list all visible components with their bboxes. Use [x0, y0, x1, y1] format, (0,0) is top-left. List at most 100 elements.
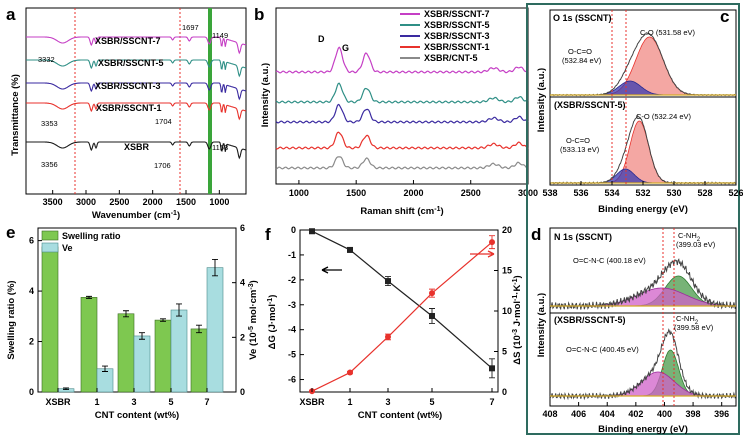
panel-a-xlabel: Wavenumber (cm-1): [92, 210, 180, 222]
error-bar: [86, 295, 92, 299]
ir-series-line: [26, 82, 247, 101]
panel-b-letter: b: [254, 5, 264, 24]
legend-label: XSBR/SSCNT-7: [424, 9, 490, 19]
y-tick-label: 2: [240, 332, 245, 342]
x-tick-label: 5: [429, 397, 434, 407]
ir-series-line: [26, 36, 247, 55]
delta-g-point: [429, 312, 435, 319]
n1s-peak-cnh2-bot-ev: (399.58 eV): [674, 323, 714, 332]
error-bar: [139, 332, 145, 340]
panel-d: d Intensity (a.u.) N 1s (SSCNT) (XSBR/SS…: [531, 225, 737, 435]
panel-d-xlabel: Binding energy (eV): [598, 424, 688, 435]
xps-component-peak: [550, 287, 737, 307]
raman-curves: [275, 46, 529, 170]
panel-d-ylabel: Intensity (a.u.): [536, 293, 547, 357]
bar-swelling-ratio: [190, 328, 208, 393]
x-tick-label: XSBR: [45, 397, 71, 407]
ir-band-marker: [208, 8, 212, 194]
error-bar: [196, 324, 202, 334]
x-tick-label: 528: [697, 188, 712, 198]
legend-label: Ve: [62, 243, 73, 253]
n1s-curves: [549, 258, 737, 401]
panel-a-ylabel: Transmittance (%): [10, 74, 21, 156]
o1s-title-bot: (XSBR/SSCNT-5): [554, 100, 626, 110]
panel-c-ylabel: Intensity (a.u.): [536, 68, 547, 132]
x-tick-label: 7: [489, 397, 494, 407]
peak-label: 1153: [212, 143, 228, 152]
y-tick-label: 0: [29, 387, 34, 397]
panel-a: a Transmittance (%) XSBR/SSCNT-7 XSBR/SS…: [6, 5, 247, 222]
xps-outer-frame: [526, 3, 740, 435]
o1s-peak-oco-bot: O-C=O: [566, 136, 590, 145]
delta-s-point: [489, 239, 495, 246]
bar-ve: [170, 309, 188, 393]
swelling-bars: [41, 243, 224, 393]
y-tick-label: 4: [29, 286, 34, 296]
ir-label-sscnt1: XSBR/SSCNT-1: [96, 103, 162, 113]
peak-label: 1697: [182, 23, 199, 32]
n1s-peak-cnh2-top-ev: (399.03 eV): [676, 240, 716, 249]
panel-f-frame: [299, 229, 499, 393]
x-tick-label: 532: [635, 188, 650, 198]
ir-label-xsbr: XSBR: [124, 142, 150, 152]
y-tick-label: 0: [240, 387, 245, 397]
ir-series-line: [26, 102, 247, 121]
x-tick-label: 538: [542, 188, 557, 198]
o1s-peak-oco-bot-ev: (533.13 eV): [560, 145, 600, 154]
panel-a-frame: [25, 7, 247, 195]
raman-band-d: D: [318, 34, 325, 44]
y-tick-label: 6: [240, 223, 245, 233]
delta-s-point: [385, 333, 391, 340]
x-tick-label: 404: [600, 409, 615, 419]
thermo-lines: [309, 228, 495, 395]
o1s-x-ticks: 538 536 534 532 530 528 526: [542, 181, 743, 198]
n1s-title-bot: (XSBR/SSCNT-5): [554, 315, 626, 325]
raman-series-line: [275, 103, 529, 124]
panel-e-ylabel: Swelling ratio (%): [6, 280, 17, 359]
x-tick-label: 396: [714, 409, 729, 419]
panel-c-letter: c: [720, 7, 729, 26]
raman-legend: XSBR/SSCNT-7XSBR/SSCNT-5XSBR/SSCNT-3XSBR…: [400, 9, 490, 63]
raman-band-g: G: [342, 43, 349, 53]
y-tick-label: -1: [288, 250, 296, 260]
panel-c: c Intensity (a.u.) O 1s (SSCNT) (XSBR/SS…: [526, 3, 743, 435]
panel-b-xlabel: Raman shift (cm-1): [360, 206, 443, 218]
x-tick-label: 7: [204, 397, 209, 407]
n1s-x-ticks: 408 406 404 402 400 398 396: [542, 402, 729, 419]
xps-component-peak: [550, 371, 736, 397]
y-tick-label: -5: [288, 350, 296, 360]
panel-e-legend: Swelling ratio Ve: [41, 230, 121, 253]
x-tick-label: 3: [385, 397, 390, 407]
x-tick-label: 5: [168, 397, 173, 407]
legend-label: XSBR/CNT-5: [424, 53, 478, 63]
x-tick-label: 3000: [76, 197, 96, 207]
panel-e: e Swelling ratio (%) Ve (10-5 mol·cm-3) …: [6, 223, 259, 421]
raman-series-line: [275, 131, 529, 150]
delta-g-line: [311, 230, 493, 369]
ir-x-ticks: 3500 3000 2500 2000 1500 1000: [43, 190, 229, 207]
x-tick-label: 2500: [461, 188, 481, 198]
panel-b: b Intensity (a.u.) D G XSBR/SSCNT-7XSBR/…: [254, 5, 538, 217]
panel-f-axes: 0 -1 -2 -3 -4 -5 -6 0 5 10 15 20 XSBR 1 3 5 7: [288, 225, 512, 407]
panel-f: f ΔG (J·mol-1) ΔS (10-3 J·mol-1·K-1) 0 -1…: [265, 225, 523, 421]
delta-s-point: [429, 290, 435, 297]
panel-f-ylabel: ΔG (J·mol-1): [267, 295, 279, 350]
x-tick-label: XSBR: [299, 397, 325, 407]
panel-f-xlabel: CNT content (wt%): [358, 410, 442, 421]
xps-component-peak: [550, 36, 736, 96]
legend-swatch-ve: [41, 242, 59, 253]
bar-swelling-ratio: [154, 319, 172, 393]
x-tick-label: 398: [686, 409, 701, 419]
error-bar: [123, 310, 129, 318]
n1s-peak-cnh2-bot: C-NH2: [676, 314, 699, 326]
x-tick-label: 1500: [176, 197, 196, 207]
y-tick-label: 5: [502, 347, 507, 357]
x-tick-label: 408: [542, 409, 557, 419]
x-tick-label: 1000: [289, 188, 309, 198]
x-tick-label: 534: [604, 188, 619, 198]
delta-g-point: [489, 365, 495, 372]
panel-e-xlabel: CNT content (wt%): [95, 410, 179, 421]
x-tick-label: 2000: [143, 197, 163, 207]
n1s-peak-ocnc-bot: O=C-N-C (400.45 eV): [566, 345, 639, 354]
